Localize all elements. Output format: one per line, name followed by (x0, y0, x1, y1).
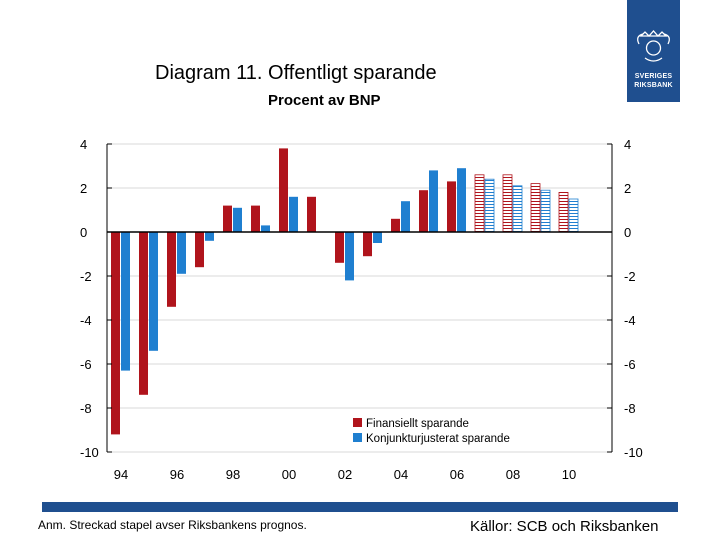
y-tick-label-left: 2 (80, 181, 87, 196)
bar-financial-10 (558, 191, 569, 233)
x-tick-label: 06 (450, 467, 464, 482)
y-tick-label-left: 0 (80, 225, 87, 240)
legend-label: Finansiellt sparande (366, 418, 469, 430)
chart-subtitle: Procent av BNP (268, 92, 381, 109)
bar-financial-03 (363, 232, 372, 257)
logo-text-line2: RIKSBANK (634, 82, 673, 89)
bar-cyclical-08 (512, 185, 523, 233)
footnote: Anm. Streckad stapel avser Riksbankens p… (38, 518, 307, 532)
x-tick-label: 10 (562, 467, 576, 482)
bar-financial-98 (223, 205, 232, 232)
bar-cyclical-96 (177, 232, 186, 274)
x-axis-labels: 94 96 98 00 02 04 06 08 10 (114, 467, 576, 482)
bar-cyclical-02 (345, 232, 354, 281)
logo-text-line1: SVERIGES (634, 73, 673, 80)
y-tick-label-right: 2 (624, 181, 631, 196)
bar-cyclical-09 (540, 189, 551, 233)
x-tick-label: 04 (394, 467, 408, 482)
source-text: Källor: SCB och Riksbanken (470, 518, 659, 535)
right-y-axis-labels: 4 2 0 -2 -4 -6 -8 -10 (624, 137, 643, 460)
y-tick-label-left: -6 (80, 357, 92, 372)
y-tick-label-right: 4 (624, 137, 631, 152)
legend: Finansiellt sparande Konjunkturjusterat s… (353, 418, 510, 445)
x-tick-label: 94 (114, 467, 128, 482)
bar-cyclical-99 (261, 225, 270, 232)
y-tick-label-left: -8 (80, 401, 92, 416)
x-tick-label: 08 (506, 467, 520, 482)
y-tick-label-left: -2 (80, 269, 92, 284)
x-tick-label: 02 (338, 467, 352, 482)
bar-cyclical-95 (149, 232, 158, 351)
bar-cyclical-94 (121, 232, 130, 371)
bar-cyclical-05 (429, 170, 438, 232)
legend-label: Konjunkturjusterat sparande (366, 433, 510, 445)
left-y-axis-labels: 4 2 0 -2 -4 -6 -8 -10 (80, 137, 99, 460)
y-tick-label-right: -6 (624, 357, 636, 372)
bar-cyclical-00 (289, 196, 298, 232)
bars (111, 148, 579, 435)
legend-swatch (353, 433, 362, 442)
bar-financial-96 (167, 232, 176, 307)
bar-financial-02 (335, 232, 344, 263)
bar-cyclical-97 (205, 232, 214, 241)
crown-emblem-icon (637, 30, 670, 62)
bar-financial-04 (391, 218, 400, 232)
y-tick-label-right: -10 (624, 445, 643, 460)
bar-financial-95 (139, 232, 148, 395)
bar-financial-08 (502, 174, 513, 233)
bar-financial-05 (419, 190, 428, 232)
axes (106, 143, 613, 453)
bar-cyclical-10 (568, 198, 579, 233)
y-tick-label-left: -4 (80, 313, 92, 328)
bar-cyclical-06 (457, 168, 466, 232)
bar-financial-09 (530, 183, 541, 233)
y-tick-label-left: 4 (80, 137, 87, 152)
bar-financial-00 (279, 148, 288, 232)
bar-financial-94 (111, 232, 120, 435)
bar-cyclical-07 (484, 178, 495, 233)
bar-financial-06 (447, 181, 456, 232)
legend-swatch (353, 418, 362, 427)
bar-cyclical-98 (233, 207, 242, 232)
y-tick-label-right: 0 (624, 225, 631, 240)
y-tick-label-right: -4 (624, 313, 636, 328)
chart-title: Diagram 11. Offentligt sparande (155, 62, 437, 84)
riksbank-logo: SVERIGES RIKSBANK (627, 0, 680, 102)
bar-cyclical-04 (401, 201, 410, 232)
logo-text: SVERIGES RIKSBANK (627, 72, 680, 90)
y-tick-label-left: -10 (80, 445, 99, 460)
bar-chart: 4 2 0 -2 -4 -6 -8 -10 4 2 0 -2 -4 -6 -8 -10 94 96 98 00 02… (80, 137, 643, 482)
x-tick-label: 00 (282, 467, 296, 482)
bar-cyclical-03 (373, 232, 382, 243)
bar-financial-07 (474, 174, 485, 233)
x-tick-label: 98 (226, 467, 240, 482)
footer-bar (42, 502, 678, 512)
bar-financial-97 (195, 232, 204, 268)
x-tick-label: 96 (170, 467, 184, 482)
y-tick-label-right: -2 (624, 269, 636, 284)
y-tick-label-right: -8 (624, 401, 636, 416)
gridlines (107, 143, 612, 453)
bar-financial-99 (251, 205, 260, 232)
bar-financial-01 (307, 196, 316, 232)
